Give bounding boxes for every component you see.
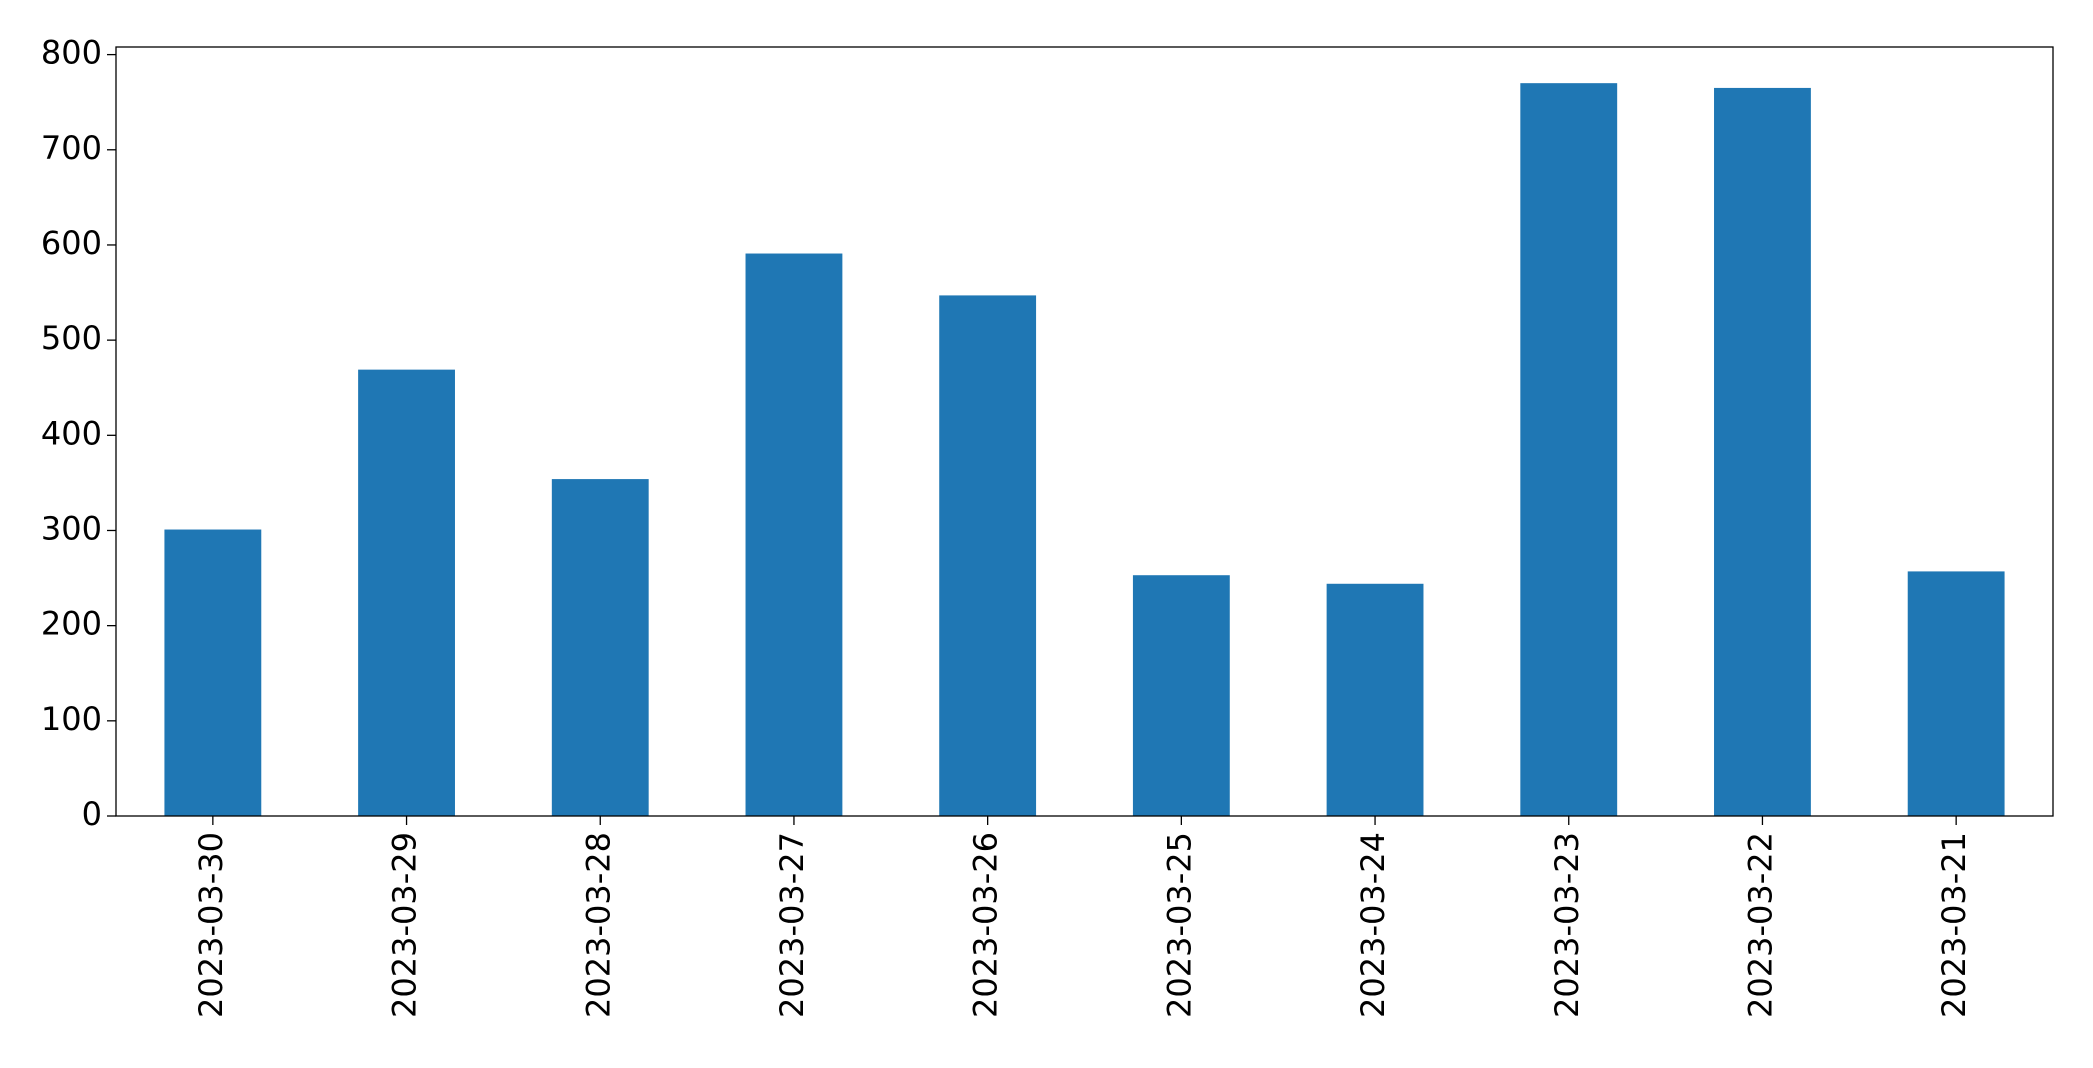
y-tick-label: 500 bbox=[41, 319, 102, 357]
x-tick-label: 2023-03-24 bbox=[1354, 832, 1392, 1018]
bar bbox=[1520, 83, 1618, 817]
bar bbox=[358, 369, 455, 816]
bar bbox=[164, 529, 262, 816]
bar bbox=[1326, 583, 1424, 816]
y-tick-label: 700 bbox=[41, 129, 102, 167]
bar bbox=[939, 295, 1037, 816]
x-tick-label: 2023-03-22 bbox=[1741, 832, 1779, 1018]
plot-frame bbox=[115, 46, 2054, 817]
bar bbox=[745, 253, 843, 816]
x-tick-label: 2023-03-26 bbox=[967, 832, 1005, 1018]
x-tick-label: 2023-03-25 bbox=[1160, 832, 1198, 1018]
y-tick-label: 800 bbox=[41, 34, 102, 72]
x-tick-label: 2023-03-27 bbox=[773, 832, 811, 1018]
y-tick-label: 200 bbox=[41, 605, 102, 643]
bar bbox=[1907, 571, 2005, 816]
y-tick-label: 100 bbox=[41, 700, 102, 738]
x-tick-label: 2023-03-28 bbox=[579, 832, 617, 1018]
x-tick-label: 2023-03-23 bbox=[1548, 832, 1586, 1018]
bar bbox=[1132, 575, 1230, 816]
bar bbox=[1714, 87, 1811, 817]
y-tick-label: 400 bbox=[41, 414, 102, 452]
y-tick-label: 600 bbox=[41, 224, 102, 262]
bar bbox=[551, 479, 649, 816]
x-tick-label: 2023-03-21 bbox=[1935, 832, 1973, 1018]
x-tick-label: 2023-03-30 bbox=[192, 832, 230, 1018]
x-tick-label: 2023-03-29 bbox=[386, 832, 424, 1018]
y-tick-label: 0 bbox=[82, 795, 102, 833]
y-tick-label: 300 bbox=[41, 509, 102, 547]
